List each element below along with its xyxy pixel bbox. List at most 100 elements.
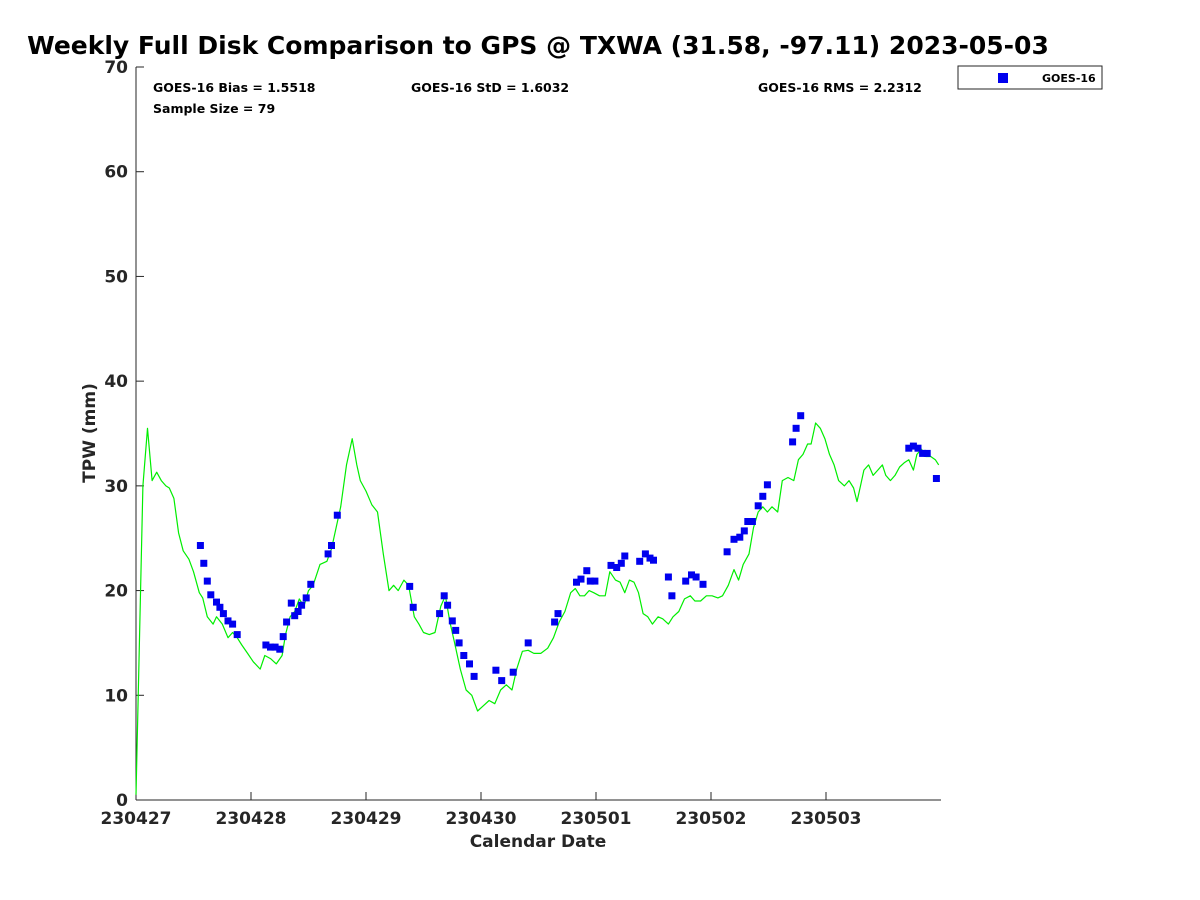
x-tick-label: 230503 (791, 809, 862, 829)
x-tick-label: 230427 (101, 809, 172, 829)
goes16-point (448, 617, 456, 625)
goes16-point (923, 449, 931, 457)
goes16-point (789, 438, 797, 446)
goes16-point (664, 573, 672, 581)
goes16-point (203, 577, 211, 585)
goes16-point (909, 442, 917, 450)
y-axis-label: TPW (mm) (80, 383, 100, 483)
goes16-point (914, 444, 922, 452)
goes16-point (763, 481, 771, 489)
goes16-point (492, 666, 500, 674)
goes16-point (291, 612, 299, 620)
goes16-point (498, 677, 506, 685)
goes16-point (267, 643, 274, 651)
gps-tpw-line (135, 422, 940, 795)
goes16-point (307, 580, 315, 588)
chart-title: Weekly Full Disk Comparison to GPS @ TXW… (27, 31, 1049, 60)
goes16-point (452, 626, 460, 634)
plot-area: 0 10 20 30 40 50 60 70 230427 230428 230429 230430… (101, 58, 941, 829)
goes16-point (283, 618, 291, 626)
x-axis-label: Calendar Date (470, 832, 607, 852)
goes16-point (440, 592, 448, 600)
goes16-point (224, 617, 232, 625)
goes16-point (554, 610, 562, 618)
y-tick-label: 40 (104, 372, 128, 392)
goes16-point (699, 580, 707, 588)
goes16-point (723, 548, 731, 556)
goes16-point (276, 645, 284, 653)
legend-marker-goes16 (998, 73, 1008, 83)
goes16-point (470, 672, 478, 680)
goes16-point (641, 550, 649, 558)
stat-bias: GOES-16 Bias = 1.5518 (153, 80, 315, 95)
goes16-point (792, 424, 800, 432)
goes16-point (200, 559, 208, 567)
goes16-point (748, 518, 756, 525)
goes16-point (932, 475, 940, 482)
goes16-point (328, 542, 335, 549)
y-tick-label: 0 (116, 791, 128, 811)
goes16-point (466, 660, 473, 668)
goes16-point (668, 592, 676, 600)
goes16-point (613, 564, 621, 571)
goes16-point (617, 559, 625, 567)
goes16-point (577, 575, 585, 583)
goes16-point (607, 561, 615, 569)
y-tick-label: 30 (104, 477, 128, 497)
goes16-point (207, 591, 215, 599)
goes16-point (905, 444, 913, 452)
goes16-point (196, 542, 204, 549)
goes16-point (298, 601, 306, 609)
goes16-point (324, 550, 332, 558)
goes16-point (744, 518, 752, 525)
y-tick-label: 20 (104, 582, 128, 602)
x-tick-label: 230501 (561, 809, 632, 829)
goes16-point (229, 620, 237, 628)
goes16-point (591, 577, 599, 585)
y-tick-label: 70 (104, 58, 128, 78)
series-layer (135, 412, 940, 795)
goes16-point (216, 603, 224, 611)
goes16-point (262, 641, 270, 649)
goes16-point (740, 527, 748, 535)
stat-rms: GOES-16 RMS = 2.2312 (758, 80, 922, 95)
goes16-point (586, 577, 594, 585)
x-tick-label: 230429 (331, 809, 402, 829)
stat-sample-size: Sample Size = 79 (153, 101, 275, 116)
y-tick-label: 10 (104, 686, 128, 706)
goes16-point (460, 652, 468, 659)
goes16-point (436, 610, 444, 618)
x-tick-label: 230430 (446, 809, 517, 829)
y-tick-label: 50 (104, 267, 128, 287)
goes16-point (636, 557, 644, 565)
goes16-point (688, 571, 695, 579)
goes16-point (797, 412, 805, 420)
goes16-point (730, 535, 738, 543)
goes16-point (233, 631, 241, 639)
goes16-point (621, 552, 629, 560)
goes16-point (759, 492, 767, 500)
goes16-point (524, 639, 532, 647)
goes16-point (919, 449, 927, 457)
goes16-point (444, 601, 452, 609)
goes16-point (692, 573, 700, 581)
y-axis-ticks: 0 10 20 30 40 50 60 70 (104, 58, 144, 811)
goes16-point (573, 578, 580, 586)
x-axis-ticks: 230427 230428 230429 230430 230501 230502 2305… (101, 792, 862, 829)
stat-std: GOES-16 StD = 1.6032 (411, 80, 569, 95)
legend: GOES-16 (957, 65, 1103, 90)
goes16-point (406, 582, 414, 590)
goes16-point (409, 603, 417, 611)
goes16-point (650, 556, 657, 564)
goes16-point (455, 639, 463, 647)
goes16-point (213, 598, 220, 606)
y-tick-label: 60 (104, 163, 128, 183)
goes16-point (219, 610, 227, 618)
goes16-point (754, 502, 762, 510)
goes16-point (287, 599, 295, 607)
goes16-point (271, 643, 279, 651)
goes16-point (509, 668, 517, 676)
goes16-point (333, 511, 341, 519)
goes16-point (279, 633, 287, 641)
